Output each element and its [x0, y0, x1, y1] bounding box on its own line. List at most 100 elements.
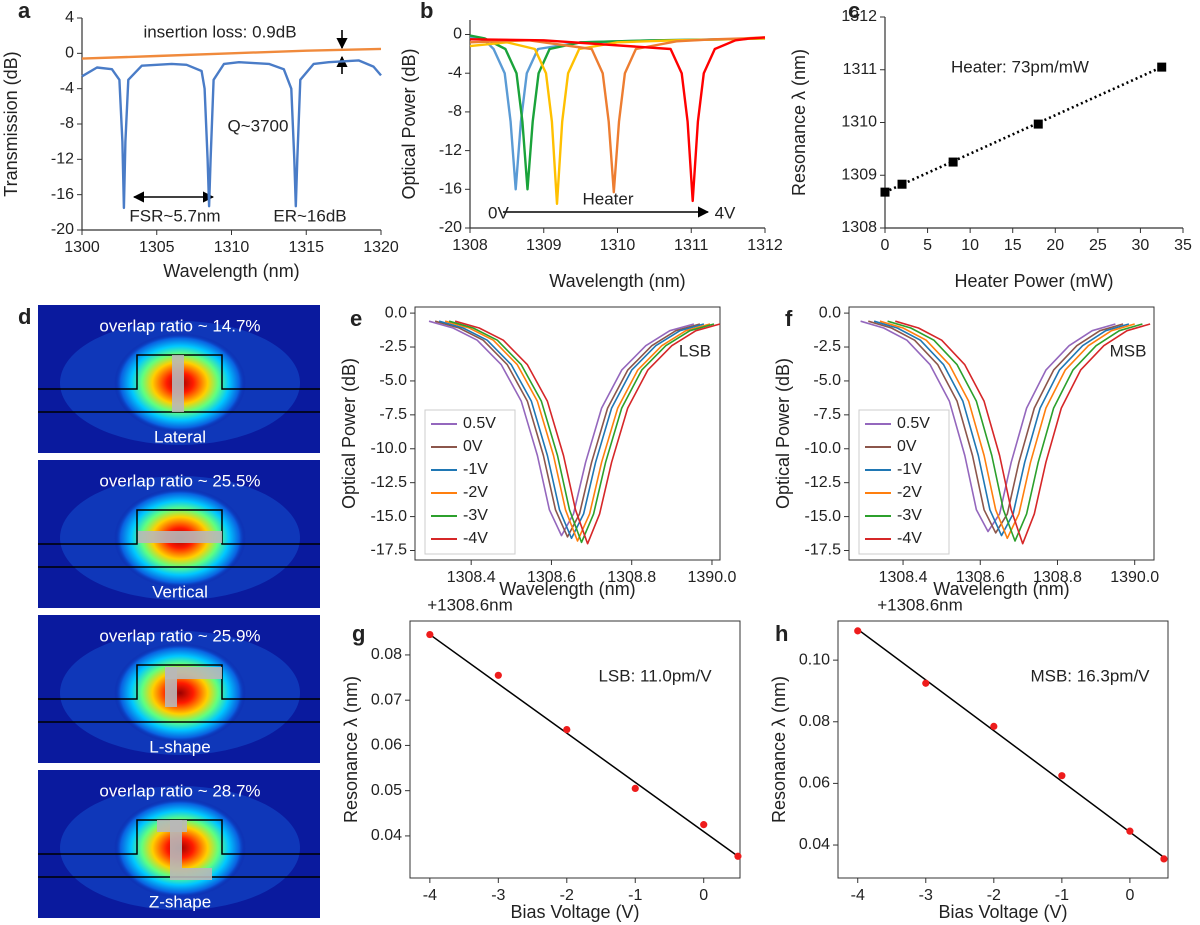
mode-name: L-shape: [149, 737, 210, 756]
x-tick-label: -3: [491, 887, 505, 904]
fit-line: [429, 633, 739, 857]
y-axis-label: Optical Power (dB): [773, 358, 793, 509]
legend-label: 0V: [897, 438, 917, 455]
y-tick-label: 0: [65, 45, 74, 62]
legend-label: -4V: [463, 530, 488, 547]
point: [734, 852, 742, 860]
x-tick-label: 20: [1046, 237, 1064, 254]
x-tick-label: 10: [961, 237, 979, 254]
x-tick-label: 1309: [526, 237, 562, 254]
x-tick-label: 1311: [674, 237, 709, 254]
plot-frame: [414, 306, 721, 561]
x-tick-label: 1320: [363, 239, 399, 256]
point: [1157, 62, 1167, 72]
y-axis-label: Resonance λ (nm): [341, 676, 361, 823]
x-tick-label: 1312: [747, 237, 783, 254]
mode-name: Lateral: [154, 427, 206, 446]
x-tick-label: 15: [1004, 237, 1022, 254]
series-line: [895, 320, 1151, 545]
annotation: Heater: 73pm/mW: [951, 57, 1089, 76]
annotation: FSR~5.7nm: [129, 206, 220, 225]
x-tick-label: 1308.6: [527, 569, 576, 586]
y-tick-label: 1311: [843, 61, 878, 78]
x-tick-label: -2: [987, 887, 1001, 904]
y-tick-label: -12: [439, 142, 462, 159]
y-tick-label: 0.06: [799, 775, 830, 792]
y-tick-label: 0.08: [371, 646, 402, 663]
y-tick-label: 0.0: [385, 304, 407, 321]
x-tick-label: 0: [699, 887, 708, 904]
panel-label: f: [785, 306, 793, 331]
y-tick-label: -12: [51, 151, 74, 168]
mode-name: Vertical: [152, 582, 208, 601]
panel-label: c: [848, 0, 860, 23]
y-tick-label: -20: [51, 221, 74, 238]
y-tick-label: 1312: [841, 8, 877, 25]
point: [1033, 119, 1043, 129]
x-tick-label: 1308.6: [956, 569, 1005, 586]
y-tick-label: -2.5: [379, 338, 407, 355]
y-tick-label: -15.0: [805, 508, 842, 525]
y-tick-label: -4: [448, 64, 462, 81]
y-tick-label: 0: [453, 26, 462, 43]
x-tick-label: -1: [628, 887, 642, 904]
y-tick-label: 4: [65, 9, 74, 26]
point: [990, 722, 998, 730]
point: [494, 671, 502, 679]
x-tick-label: 1310: [214, 239, 250, 256]
point: [897, 179, 907, 189]
legend-label: -2V: [463, 484, 488, 501]
plot-frame: [409, 620, 741, 879]
x-axis-label: Wavelength (nm): [933, 579, 1069, 599]
y-tick-label: 1309: [841, 166, 877, 183]
panel-label: e: [350, 306, 362, 331]
legend-label: 0V: [463, 438, 483, 455]
point: [854, 627, 862, 635]
annotation: MSB: 16.3pm/V: [1030, 666, 1150, 685]
series-line: [434, 320, 701, 538]
series-line: [448, 320, 715, 544]
y-tick-label: 1310: [841, 114, 877, 131]
series-line: [444, 320, 711, 542]
x-tick-label: 1308.4: [447, 569, 496, 586]
x-tick-label: 1390.0: [1110, 569, 1159, 586]
junction: [138, 531, 222, 543]
y-tick-label: -7.5: [813, 406, 841, 423]
x-tick-label: 1308.8: [607, 569, 656, 586]
mode-title: overlap ratio ~ 28.7%: [99, 781, 260, 800]
y-tick-label: -10.0: [805, 440, 842, 457]
y-tick-label: 0.04: [799, 836, 830, 853]
point: [948, 157, 958, 167]
point: [700, 821, 708, 829]
legend-label: -1V: [897, 461, 922, 478]
annotation: LSB: 11.0pm/V: [598, 666, 712, 685]
legend-box: [424, 409, 516, 555]
x-tick-label: 0: [881, 237, 890, 254]
y-tick-label: -5.0: [813, 372, 841, 389]
x-tick-label: 1308: [452, 237, 488, 254]
y-tick-label: 0.04: [371, 827, 402, 844]
series-line: [438, 320, 705, 540]
point: [426, 630, 434, 639]
x-axis-label: Wavelength (nm): [163, 261, 299, 281]
x-tick-label: 1315: [288, 239, 324, 256]
annotation: ER~16dB: [273, 206, 346, 225]
y-tick-label: 0.06: [371, 737, 402, 754]
annotation: 4V: [715, 203, 736, 222]
annotation: LSB: [679, 341, 711, 360]
y-tick-label: 0.0: [819, 304, 841, 321]
y-tick-label: 0.10: [799, 651, 830, 668]
legend-label: -4V: [897, 530, 922, 547]
panel-label: b: [420, 0, 433, 23]
junction: [182, 868, 212, 880]
mode-title: overlap ratio ~ 25.5%: [99, 471, 260, 490]
series-line: [860, 320, 1116, 533]
legend-label: 0.5V: [897, 415, 930, 432]
x-tick-label: 1310: [600, 237, 636, 254]
legend-label: -3V: [897, 507, 922, 524]
series-line: [873, 320, 1130, 537]
waveguide-outline: [38, 664, 320, 723]
fit-line: [884, 65, 1163, 194]
point: [922, 679, 930, 687]
plot-frame: [837, 620, 1169, 879]
